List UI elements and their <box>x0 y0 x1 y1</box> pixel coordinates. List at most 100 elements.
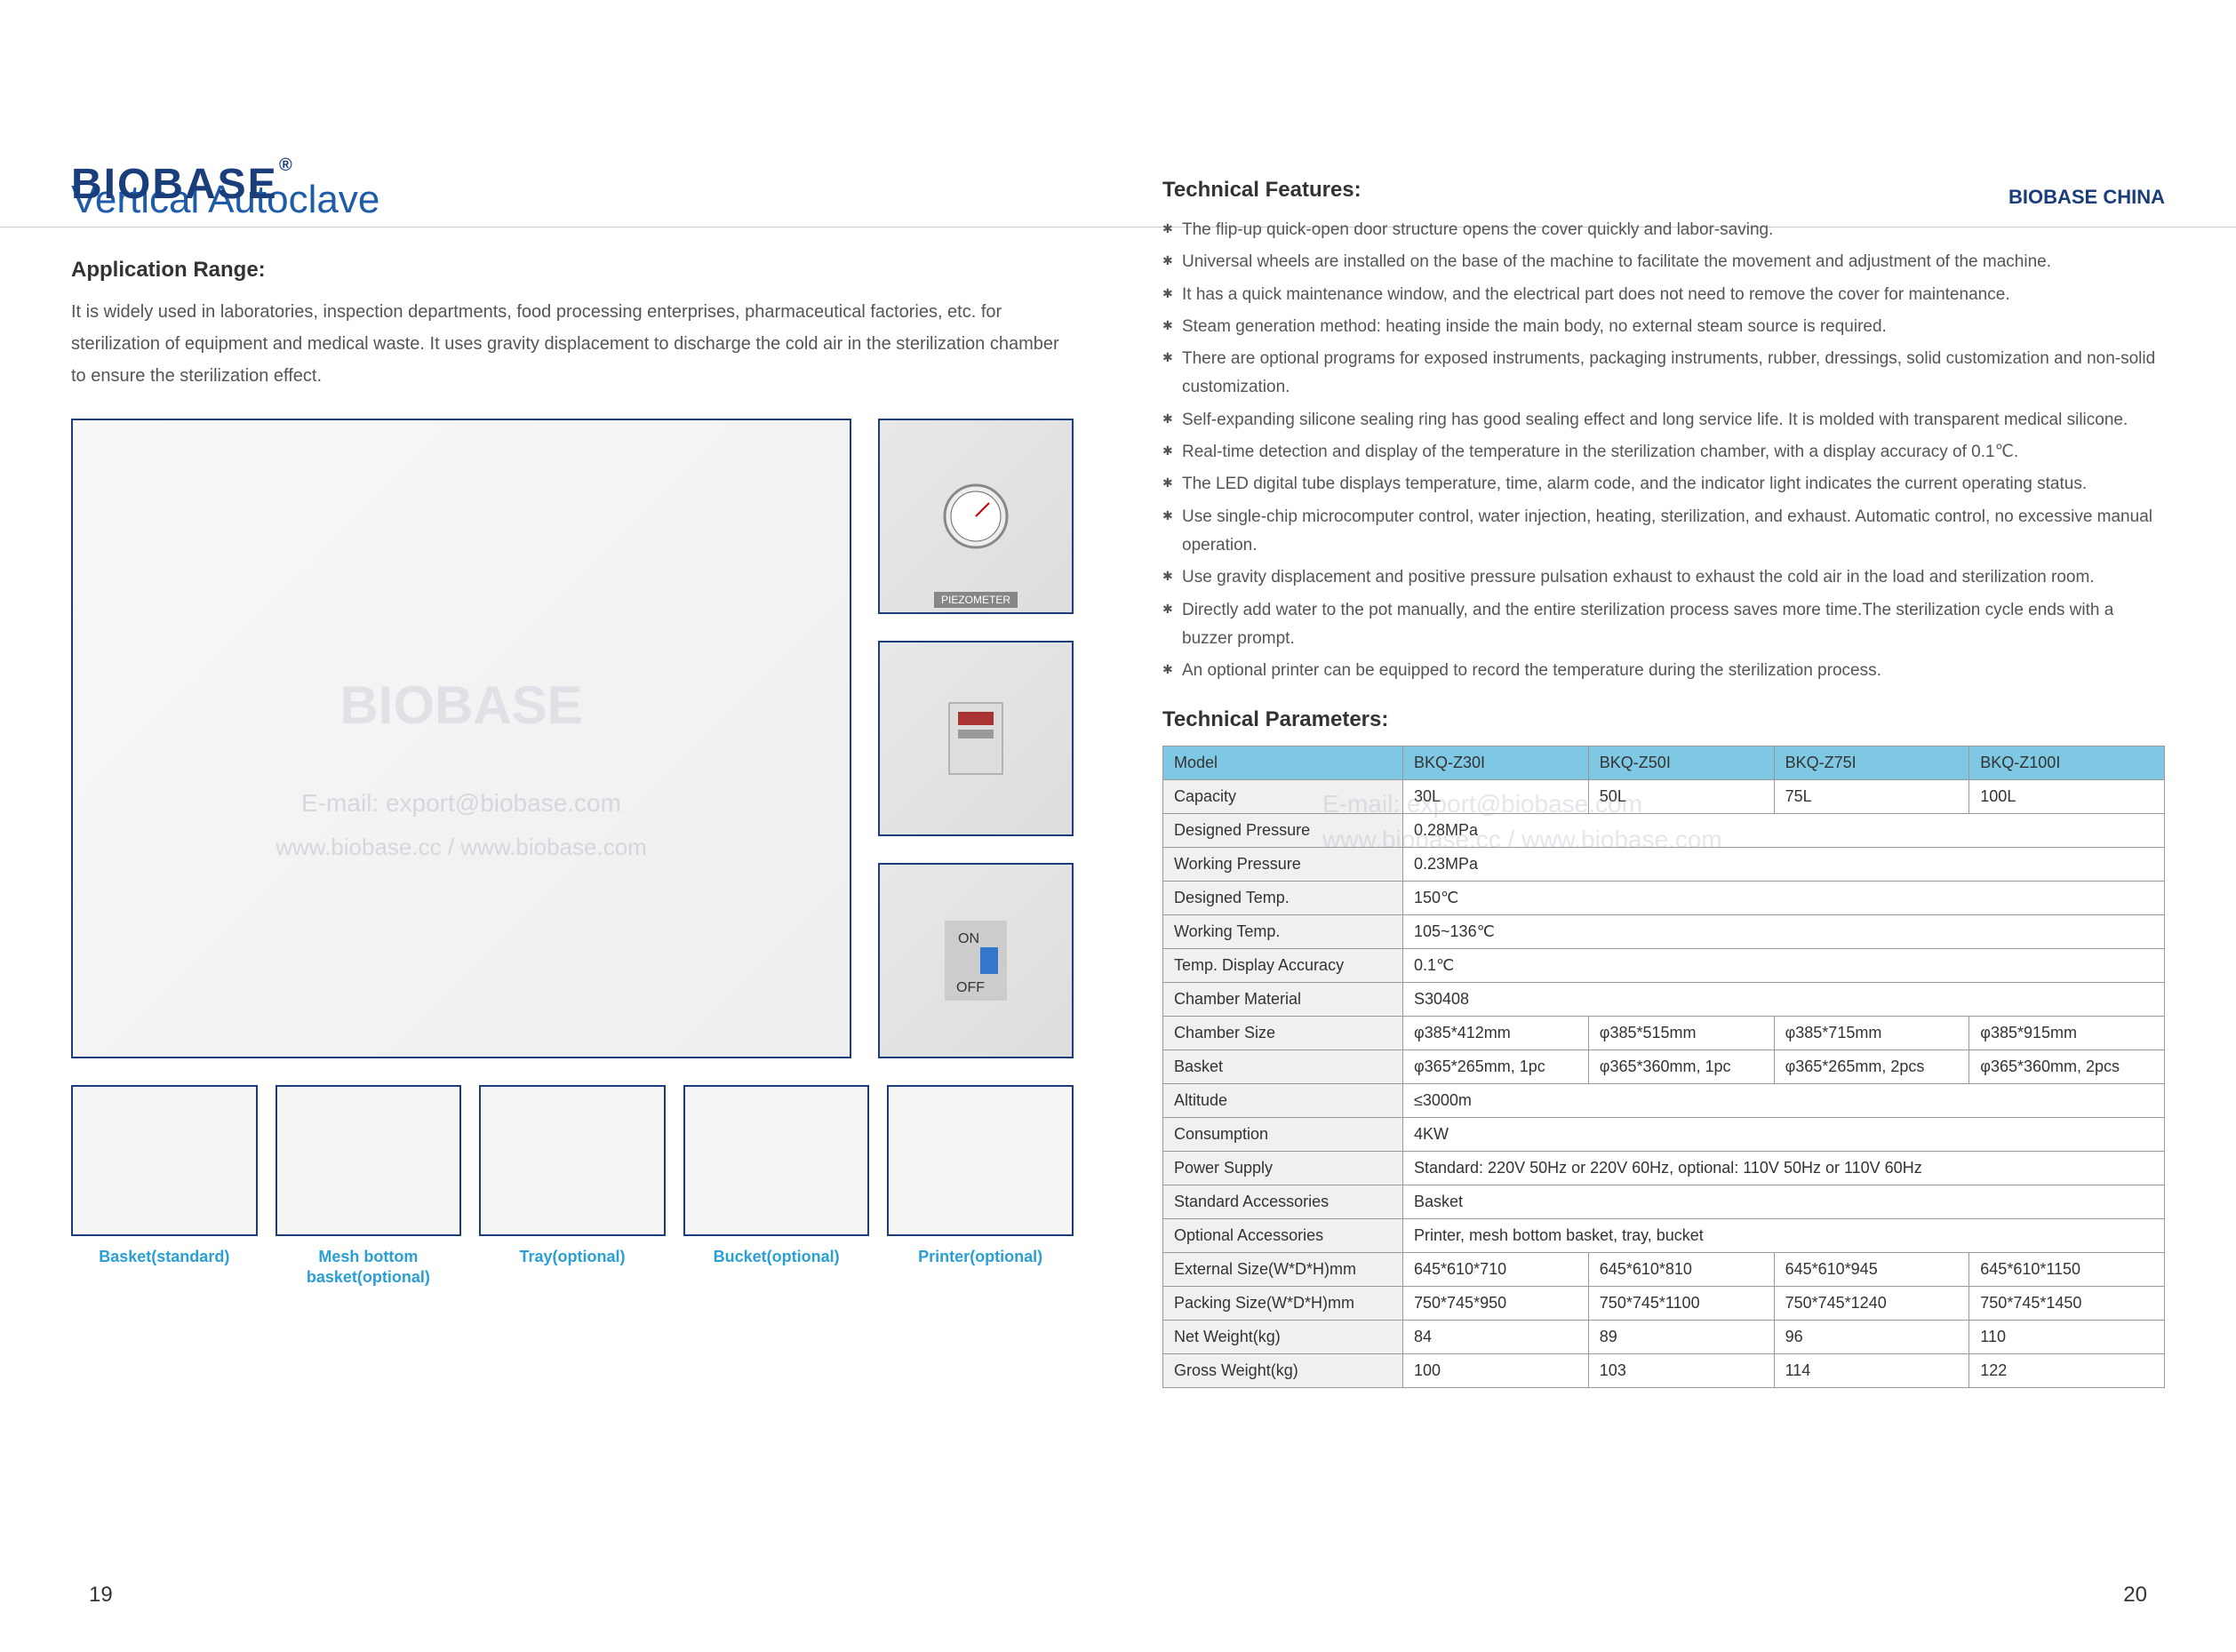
table-row: Working Temp.105~136℃ <box>1163 915 2165 949</box>
table-cell: 103 <box>1588 1354 1774 1388</box>
registered-mark: ® <box>279 156 294 176</box>
table-row: Gross Weight(kg)100103114122 <box>1163 1354 2165 1388</box>
table-cell: φ365*265mm, 1pc <box>1403 1050 1589 1084</box>
table-label-cell: Working Pressure <box>1163 848 1403 882</box>
feature-item: The flip-up quick-open door structure op… <box>1162 216 2165 244</box>
accessory-label: Basket(standard) <box>71 1247 258 1267</box>
accessory-row: Basket(standard) Mesh bottom basket(optio… <box>71 1085 1074 1289</box>
table-cell: Basket <box>1403 1185 2165 1219</box>
table-row: Power SupplyStandard: 220V 50Hz or 220V … <box>1163 1152 2165 1185</box>
params-title: Technical Parameters: <box>1162 707 2165 732</box>
table-label-cell: Consumption <box>1163 1118 1403 1152</box>
table-header-cell: BKQ-Z100I <box>1969 746 2165 780</box>
table-cell: 645*610*1150 <box>1969 1253 2165 1287</box>
table-label-cell: Working Temp. <box>1163 915 1403 949</box>
table-cell: 0.1℃ <box>1403 949 2165 983</box>
right-page: Technical Features: The flip-up quick-op… <box>1162 178 2165 1388</box>
table-row: Standard AccessoriesBasket <box>1163 1185 2165 1219</box>
table-cell: 645*610*810 <box>1588 1253 1774 1287</box>
table-cell: 75L <box>1774 780 1969 814</box>
accessory-image <box>887 1085 1074 1236</box>
logo: BIOBASE® <box>71 160 278 209</box>
table-cell: S30408 <box>1403 983 2165 1017</box>
app-range-text: It is widely used in laboratories, inspe… <box>71 296 1074 392</box>
table-cell: φ365*265mm, 2pcs <box>1774 1050 1969 1084</box>
feature-item: It has a quick maintenance window, and t… <box>1162 281 2165 309</box>
table-cell: 96 <box>1774 1321 1969 1354</box>
table-cell: φ385*515mm <box>1588 1017 1774 1050</box>
accessory-item: Bucket(optional) <box>683 1085 870 1289</box>
accessory-item: Basket(standard) <box>71 1085 258 1289</box>
table-cell: 30L <box>1403 780 1589 814</box>
table-label-cell: Designed Pressure <box>1163 814 1403 848</box>
table-cell: 0.23MPa <box>1403 848 2165 882</box>
table-row: Altitude≤3000m <box>1163 1084 2165 1118</box>
table-cell: φ365*360mm, 2pcs <box>1969 1050 2165 1084</box>
table-label-cell: External Size(W*D*H)mm <box>1163 1253 1403 1287</box>
table-cell: ≤3000m <box>1403 1084 2165 1118</box>
table-cell: φ385*412mm <box>1403 1017 1589 1050</box>
table-header-cell: BKQ-Z75I <box>1774 746 1969 780</box>
image-section: BIOBASE E-mail: export@biobase.com www.b… <box>71 419 1074 1058</box>
table-cell: 89 <box>1588 1321 1774 1354</box>
table-header-cell: BKQ-Z30I <box>1403 746 1589 780</box>
watermark-email: E-mail: export@biobase.com <box>301 789 621 818</box>
feature-item: There are optional programs for exposed … <box>1162 345 2165 403</box>
accessory-label: Mesh bottom basket(optional) <box>276 1247 462 1289</box>
feature-item: Self-expanding silicone sealing ring has… <box>1162 406 2165 435</box>
table-cell: Standard: 220V 50Hz or 220V 60Hz, option… <box>1403 1152 2165 1185</box>
table-cell: 750*745*950 <box>1403 1287 1589 1321</box>
table-cell: φ385*915mm <box>1969 1017 2165 1050</box>
table-row: Optional AccessoriesPrinter, mesh bottom… <box>1163 1219 2165 1253</box>
left-page: Vertical Autoclave Application Range: It… <box>71 178 1074 1388</box>
table-label-cell: Temp. Display Accuracy <box>1163 949 1403 983</box>
switch-image: ONOFF <box>878 863 1074 1058</box>
svg-text:OFF: OFF <box>956 980 985 995</box>
table-header-cell: BKQ-Z50I <box>1588 746 1774 780</box>
brand-right: BIOBASE CHINA <box>2008 186 2165 209</box>
logo-text: BIOBASE <box>71 161 278 208</box>
table-row: Chamber Sizeφ385*412mmφ385*515mmφ385*715… <box>1163 1017 2165 1050</box>
accessory-label: Bucket(optional) <box>683 1247 870 1267</box>
table-cell: 750*745*1100 <box>1588 1287 1774 1321</box>
param-table: ModelBKQ-Z30IBKQ-Z50IBKQ-Z75IBKQ-Z100ICa… <box>1162 746 2165 1388</box>
table-label-cell: Chamber Material <box>1163 983 1403 1017</box>
feature-item: The LED digital tube displays temperatur… <box>1162 470 2165 499</box>
table-row: External Size(W*D*H)mm645*610*710645*610… <box>1163 1253 2165 1287</box>
page-number-left: 19 <box>89 1583 113 1608</box>
table-row: Packing Size(W*D*H)mm750*745*950750*745*… <box>1163 1287 2165 1321</box>
accessory-image <box>683 1085 870 1236</box>
table-label-cell: Designed Temp. <box>1163 882 1403 915</box>
watermark-url: www.biobase.cc / www.biobase.com <box>276 834 647 861</box>
table-label-cell: Packing Size(W*D*H)mm <box>1163 1287 1403 1321</box>
table-cell: 100L <box>1969 780 2165 814</box>
table-label-cell: Power Supply <box>1163 1152 1403 1185</box>
accessory-item: Printer(optional) <box>887 1085 1074 1289</box>
table-cell: 122 <box>1969 1354 2165 1388</box>
table-cell: 150℃ <box>1403 882 2165 915</box>
main-product-image: BIOBASE E-mail: export@biobase.com www.b… <box>71 419 851 1058</box>
table-cell: 4KW <box>1403 1118 2165 1152</box>
feature-item: Use single-chip microcomputer control, w… <box>1162 503 2165 561</box>
header: BIOBASE® BIOBASE CHINA <box>0 124 2236 227</box>
table-cell: 750*745*1450 <box>1969 1287 2165 1321</box>
table-row: Capacity30L50L75L100L <box>1163 780 2165 814</box>
app-range-title: Application Range: <box>71 258 1074 283</box>
feature-item: Real-time detection and display of the t… <box>1162 438 2165 467</box>
table-row: Designed Pressure0.28MPa <box>1163 814 2165 848</box>
feature-item: Universal wheels are installed on the ba… <box>1162 248 2165 276</box>
watermark-logo: BIOBASE <box>339 674 582 736</box>
table-row: Consumption4KW <box>1163 1118 2165 1152</box>
feature-item: Use gravity displacement and positive pr… <box>1162 563 2165 592</box>
accessory-item: Mesh bottom basket(optional) <box>276 1085 462 1289</box>
page-number-right: 20 <box>2123 1583 2147 1608</box>
table-cell: 50L <box>1588 780 1774 814</box>
table-cell: 750*745*1240 <box>1774 1287 1969 1321</box>
table-label-cell: Basket <box>1163 1050 1403 1084</box>
table-row: Net Weight(kg)848996110 <box>1163 1321 2165 1354</box>
table-cell: 100 <box>1403 1354 1589 1388</box>
table-label-cell: Net Weight(kg) <box>1163 1321 1403 1354</box>
table-cell: 0.28MPa <box>1403 814 2165 848</box>
accessory-label: Tray(optional) <box>479 1247 666 1267</box>
accessory-item: Tray(optional) <box>479 1085 666 1289</box>
